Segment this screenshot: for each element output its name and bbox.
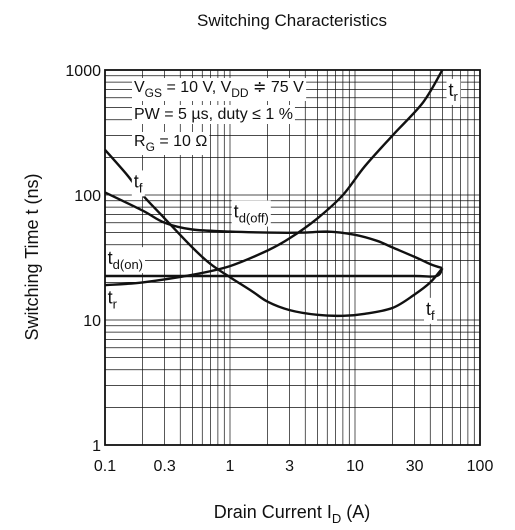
y-tick-label: 1000 xyxy=(65,63,101,80)
x-tick-label: 0.3 xyxy=(154,458,176,475)
x-tick-label: 1 xyxy=(226,458,235,475)
series-label-t-d-off--1: td(off) xyxy=(234,202,269,226)
series-curves xyxy=(104,69,444,318)
condition-line-2-backing xyxy=(132,105,295,124)
x-tick-label: 30 xyxy=(406,458,424,475)
x-tick-label: 3 xyxy=(285,458,294,475)
x-axis-title-unit: (A) xyxy=(341,502,370,522)
series-line-t-d-off- xyxy=(104,191,443,270)
series-label-t-d-on--1-backing xyxy=(105,247,146,274)
series-label-t-r-1-backing xyxy=(105,286,120,313)
x-axis-title: Drain Current ID (A) xyxy=(214,502,370,526)
x-axis-title-main: Drain Current I xyxy=(214,502,332,522)
condition-line-3-backing xyxy=(132,132,210,155)
chart-title: Switching Characteristics xyxy=(197,11,387,30)
tick-labels: 0.1 0.3 1 3 10 30 100 1 10 100 1000 xyxy=(65,63,493,475)
x-axis-title-sub: D xyxy=(332,511,341,526)
series-label-t-r-2-backing xyxy=(446,78,461,105)
condition-line-2: PW = 5 µs, duty ≤ 1 % xyxy=(134,106,293,123)
condition-line-1-backing xyxy=(132,78,307,101)
series-label-t-f-1-backing xyxy=(131,170,145,197)
x-tick-label: 10 xyxy=(346,458,364,475)
series-line-t-f xyxy=(104,149,444,318)
series-labels: tr tr tf tf td(off) td(on) xyxy=(105,78,461,324)
series-label-t-f-2-backing xyxy=(424,297,438,324)
series-line-t-r xyxy=(104,69,444,287)
grid-lines xyxy=(105,70,480,445)
y-tick-label: 10 xyxy=(83,313,101,330)
plot-frame xyxy=(104,69,481,446)
series-label-t-d-on--1: td(on) xyxy=(108,248,143,272)
test-conditions: VGS = 10 V, VDD ≑ 75 V PW = 5 µs, duty ≤ … xyxy=(132,78,307,155)
y-tick-label: 100 xyxy=(74,188,101,205)
y-tick-label: 1 xyxy=(92,438,101,455)
series-line-t-d-on- xyxy=(105,267,444,278)
x-tick-label: 100 xyxy=(467,458,494,475)
condition-line-1: VGS = 10 V, VDD ≑ 75 V xyxy=(134,79,304,100)
series-label-t-f-2: tf xyxy=(426,299,435,323)
series-label-t-f-1: tf xyxy=(134,171,143,195)
series-label-t-r-1: tr xyxy=(108,288,118,312)
series-label-t-r-2: tr xyxy=(449,80,459,104)
series-label-t-d-off--1-backing xyxy=(231,200,271,227)
y-axis-title: Switching Time t (ns) xyxy=(22,173,42,340)
x-tick-label: 0.1 xyxy=(94,458,116,475)
condition-line-3: RG = 10 Ω xyxy=(134,133,207,154)
